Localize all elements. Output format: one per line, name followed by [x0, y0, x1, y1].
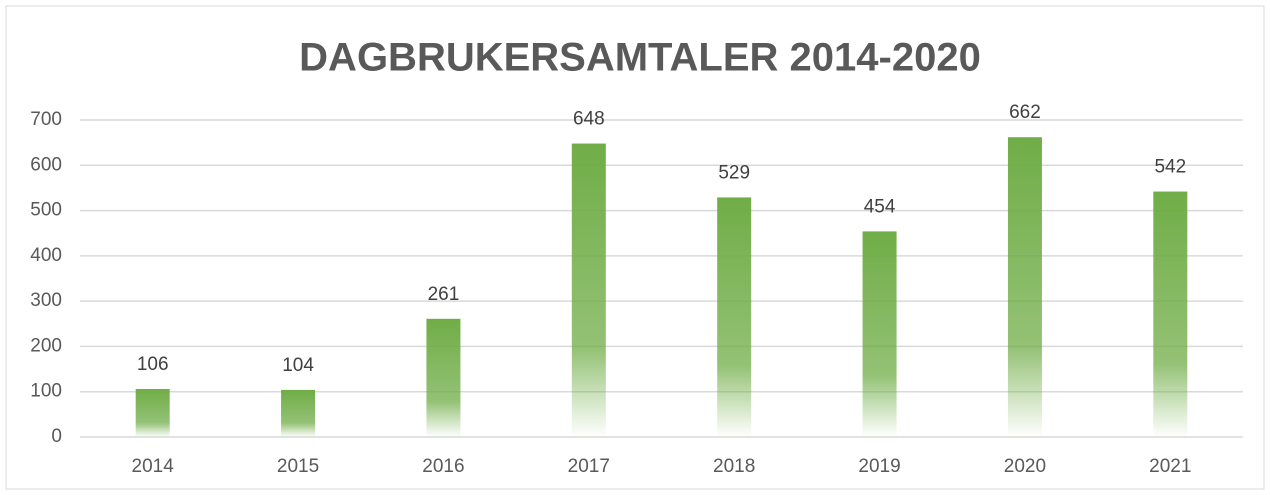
y-tick-label: 500: [30, 200, 62, 221]
bar: [571, 143, 606, 437]
bar: [717, 197, 752, 437]
value-label: 106: [137, 354, 169, 375]
value-label: 529: [718, 162, 750, 183]
bar: [135, 388, 170, 437]
y-tick-label: 700: [30, 109, 62, 130]
value-label: 454: [864, 196, 896, 217]
bar: [862, 231, 897, 437]
value-label: 261: [428, 284, 460, 305]
bar: [1153, 191, 1188, 437]
x-tick-label: 2015: [277, 456, 319, 477]
bar: [281, 389, 316, 437]
bar: [1007, 137, 1042, 438]
y-tick-label: 400: [30, 245, 62, 266]
chart-title: DAGBRUKERSAMTALER 2014-2020: [299, 36, 981, 80]
y-tick-label: 0: [51, 426, 62, 447]
x-tick-label: 2017: [568, 456, 610, 477]
bar: [426, 318, 461, 437]
value-label: 648: [573, 109, 605, 130]
y-tick-label: 600: [30, 154, 62, 175]
x-tick-label: 2020: [1004, 456, 1046, 477]
x-tick-label: 2014: [132, 456, 175, 477]
x-tick-label: 2016: [422, 456, 464, 477]
x-tick-label: 2021: [1149, 456, 1191, 477]
x-tick-label: 2019: [858, 456, 900, 477]
value-label: 542: [1154, 157, 1186, 178]
chart-border: [5, 5, 1265, 490]
value-label: 662: [1009, 102, 1041, 123]
value-label: 104: [282, 355, 314, 376]
y-tick-label: 300: [30, 290, 62, 311]
y-tick-label: 100: [30, 381, 62, 402]
y-tick-label: 200: [30, 335, 62, 356]
x-tick-label: 2018: [713, 456, 755, 477]
